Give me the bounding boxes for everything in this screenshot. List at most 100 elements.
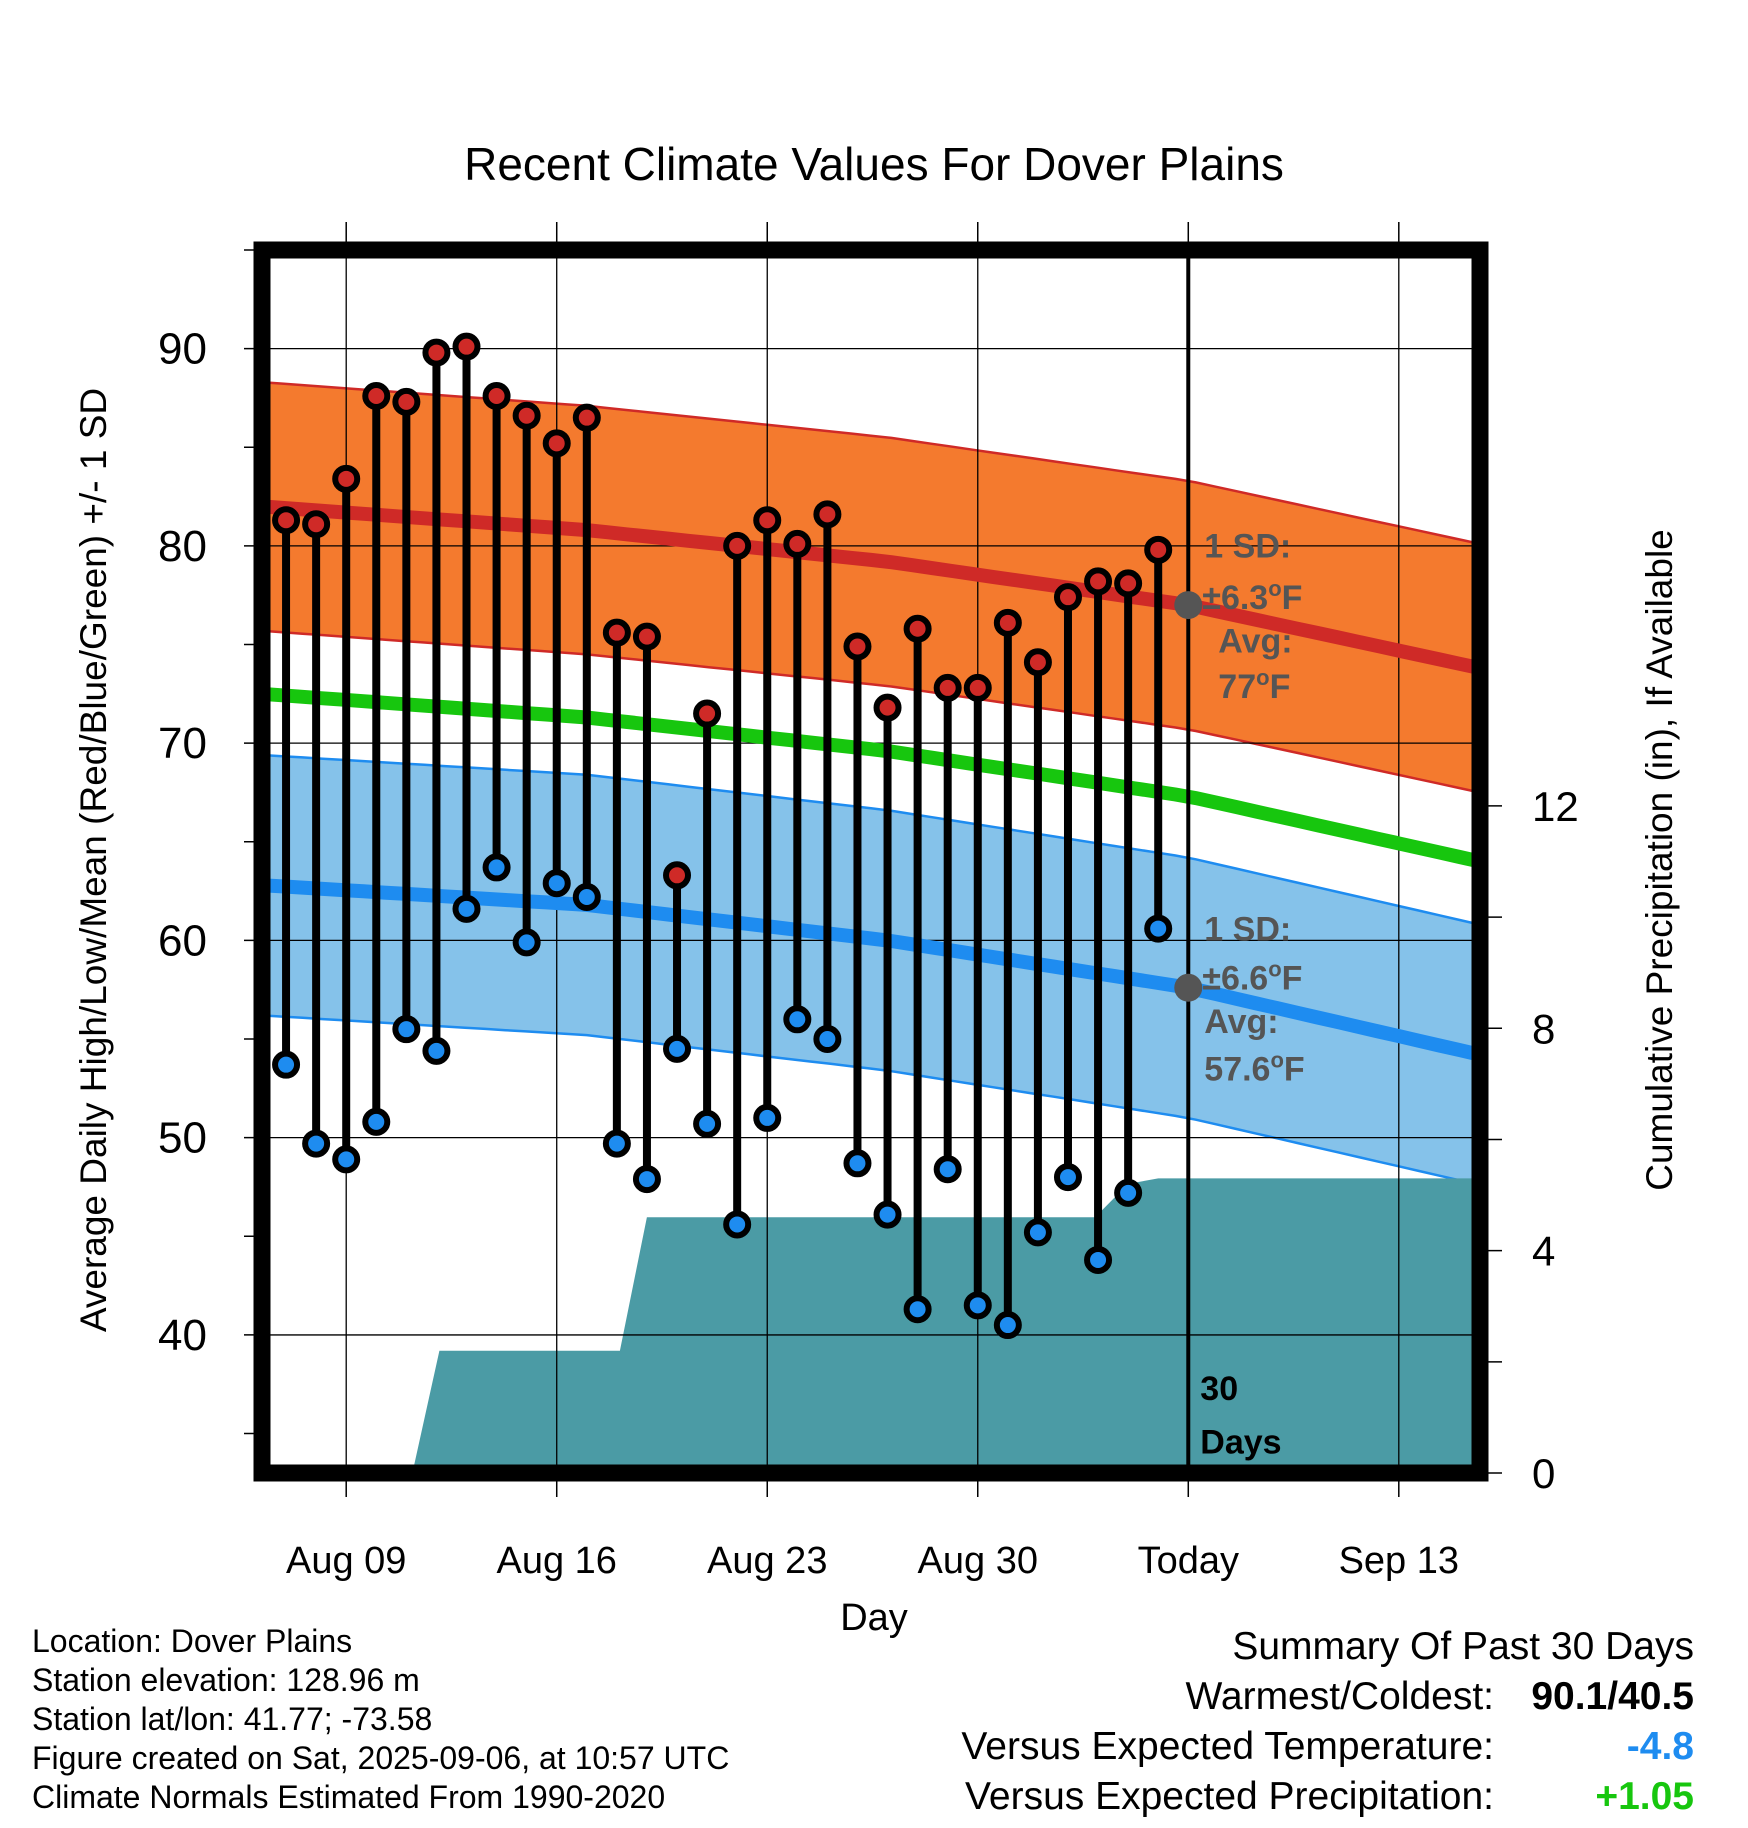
precip-anomaly-label: Versus Expected Precipitation:	[965, 1775, 1494, 1818]
low-point	[753, 1103, 782, 1132]
high-point	[993, 608, 1022, 637]
high-point	[723, 531, 752, 560]
plot-area: 1 SD: ±6.3oF Avg: 77oF 1 SD: ±6.6oF Avg: 57.6oF…	[158, 222, 1579, 1582]
days-word-label: Days	[1200, 1423, 1281, 1461]
x-tick-label: Aug 16	[496, 1540, 616, 1582]
today-high-avg-dot	[1174, 591, 1203, 620]
y-tick-label: 70	[158, 719, 207, 768]
high-point	[362, 381, 391, 410]
low-point	[512, 928, 541, 957]
y2-tick-label: 12	[1532, 783, 1579, 830]
high-point	[392, 387, 421, 416]
high-avg-label: Avg:	[1218, 622, 1292, 660]
low-point	[542, 869, 571, 898]
high-avg-value: 77oF	[1218, 665, 1290, 706]
high-point	[693, 699, 722, 728]
low-point	[272, 1050, 301, 1079]
station-info: Location: Dover Plains Station elevation…	[32, 1622, 729, 1817]
warm-cold-row: Warmest/Coldest: 90.1/40.5	[961, 1672, 1694, 1722]
low-point	[302, 1129, 331, 1158]
high-point	[482, 381, 511, 410]
x-tick-label: Aug 23	[707, 1540, 827, 1582]
x-axis-label: Day	[840, 1597, 908, 1639]
high-point	[452, 332, 481, 361]
high-point	[302, 510, 331, 539]
y2-tick-label: 4	[1532, 1228, 1555, 1275]
y2-tick-label: 8	[1532, 1005, 1555, 1052]
low-point	[452, 894, 481, 923]
high-point	[843, 632, 872, 661]
high-point	[783, 529, 812, 558]
high-point	[1144, 535, 1173, 564]
y-tick-label: 60	[158, 916, 207, 965]
latlon-text: Station lat/lon: 41.77; -73.58	[32, 1701, 433, 1737]
precip-anomaly-row: Versus Expected Precipitation: +1.05	[961, 1772, 1694, 1822]
low-point	[1144, 914, 1173, 943]
low-sd-band	[262, 755, 1480, 1185]
low-point	[933, 1155, 962, 1184]
location-text: Location: Dover Plains	[32, 1623, 353, 1659]
high-point	[873, 693, 902, 722]
y-tick-label: 50	[158, 1114, 207, 1163]
high-point	[1023, 648, 1052, 677]
high-point	[602, 618, 631, 647]
high-sd-value: ±6.3oF	[1202, 576, 1302, 617]
low-point	[873, 1200, 902, 1229]
high-sd-label: 1 SD:	[1204, 528, 1291, 566]
high-point	[1114, 569, 1143, 598]
low-point	[1023, 1218, 1052, 1247]
high-point	[512, 401, 541, 430]
low-sd-value: ±6.6oF	[1202, 957, 1302, 998]
high-point	[1084, 567, 1113, 596]
low-avg-value: 57.6oF	[1204, 1047, 1304, 1088]
high-point	[422, 338, 451, 367]
warm-cold-label: Warmest/Coldest:	[1185, 1675, 1494, 1718]
x-tick-label: Aug 09	[286, 1540, 406, 1582]
y2-tick-label: 0	[1532, 1450, 1555, 1497]
precip-anomaly-value: +1.05	[1595, 1775, 1694, 1818]
normals-text: Climate Normals Estimated From 1990-2020	[32, 1779, 666, 1815]
precip-area	[262, 1178, 1480, 1473]
y-tick-label: 80	[158, 522, 207, 571]
low-point	[723, 1210, 752, 1239]
low-point	[693, 1109, 722, 1138]
low-avg-label: Avg:	[1204, 1003, 1278, 1041]
low-point	[482, 853, 511, 882]
temp-anomaly-row: Versus Expected Temperature: -4.8	[961, 1722, 1694, 1772]
summary-panel: Summary Of Past 30 Days Warmest/Coldest:…	[961, 1622, 1694, 1822]
low-point	[663, 1034, 692, 1063]
low-point	[813, 1025, 842, 1054]
high-point	[813, 500, 842, 529]
today-low-avg-dot	[1174, 973, 1203, 1002]
low-point	[843, 1149, 872, 1178]
low-point	[332, 1145, 361, 1174]
elevation-text: Station elevation: 128.96 m	[32, 1662, 420, 1698]
high-point	[1053, 583, 1082, 612]
low-point	[993, 1311, 1022, 1340]
temp-anomaly-label: Versus Expected Temperature:	[961, 1725, 1494, 1768]
high-sd-band	[262, 382, 1480, 793]
low-point	[632, 1165, 661, 1194]
y2-axis-label: Cumulative Precipitation (in), If Availa…	[1639, 529, 1680, 1191]
low-point	[1053, 1163, 1082, 1192]
low-point	[903, 1295, 932, 1324]
high-point	[542, 429, 571, 458]
low-point	[362, 1107, 391, 1136]
days-count-label: 30	[1200, 1370, 1238, 1408]
x-tick-label: Today	[1138, 1540, 1239, 1582]
low-point	[572, 883, 601, 912]
chart-title: Recent Climate Values For Dover Plains	[464, 138, 1284, 190]
low-point	[1084, 1245, 1113, 1274]
y-tick-label: 90	[158, 325, 207, 374]
warm-cold-value: 90.1/40.5	[1531, 1675, 1694, 1718]
x-tick-label: Aug 30	[918, 1540, 1038, 1582]
high-point	[632, 622, 661, 651]
high-point	[272, 506, 301, 535]
x-tick-label: Sep 13	[1339, 1540, 1459, 1582]
high-point	[903, 614, 932, 643]
low-point	[1114, 1178, 1143, 1207]
high-point	[933, 673, 962, 702]
y-axis-label: Average Daily High/Low/Mean (Red/Blue/Gr…	[73, 388, 114, 1332]
temp-anomaly-value: -4.8	[1626, 1725, 1694, 1768]
